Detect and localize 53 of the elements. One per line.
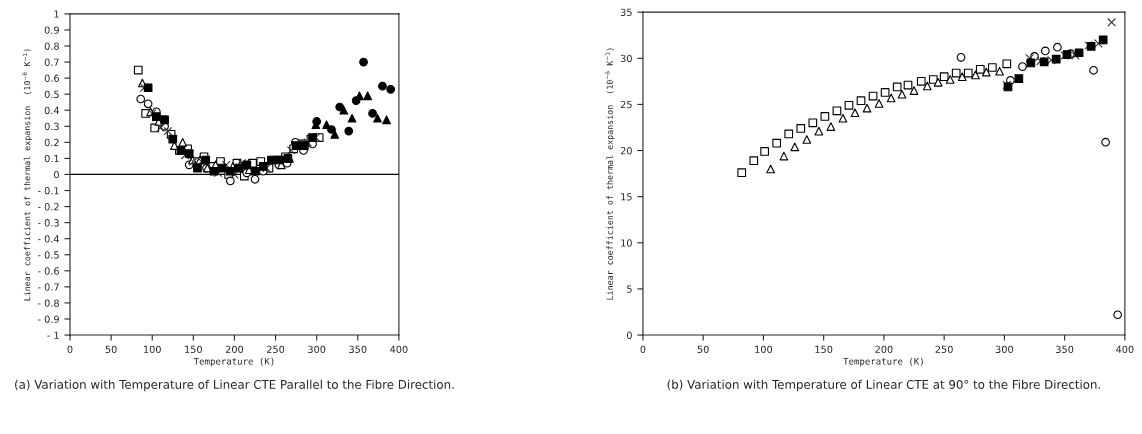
x-tick-label: 400 [1116,345,1134,353]
x-tick-label: 350 [349,345,367,353]
y-axis-title: Linear coefficient of thermal expansion (10$^{−6}$ K$^{−1}$) [22,49,32,301]
y-tick-label: 0.1 [44,154,59,163]
y-axis-title: Linear coefficient of thermal expansion (10$^{−6}$ K$^{−1}$) [605,48,615,300]
y-tick-label: - 0.9 [38,315,59,323]
y-tick-label: - 0.5 [38,251,59,259]
x-tick-label: 0 [67,345,73,353]
x-tick-label: 100 [144,345,161,353]
y-tick-label: - 1 [47,331,59,339]
y-tick-label: 0 [54,170,59,179]
y-tick-label: 10 [621,239,632,247]
y-tick-label: 0.8 [44,42,59,50]
x-tick-label: 50 [697,345,709,353]
y-tick-label: - 0.6 [38,267,59,275]
y-tick-label: 0.9 [44,26,59,34]
y-tick-label: - 0.4 [38,235,60,243]
x-tick-label: 350 [1056,345,1074,353]
y-tick-label: 1 [54,10,59,18]
text: (b) Variation with Temperature of Linear CTE at 90° to the Fibre Direction. [667,379,1100,392]
y-tick-label: 0.2 [44,138,59,147]
y-tick-label: 30 [620,54,632,63]
x-tick-label: 200 [875,345,893,353]
x-tick-label: 300 [308,345,326,353]
y-tick-label: 0 [626,331,632,339]
y-tick-label: 0.5 [44,90,59,99]
y-tick-label: 0.4 [44,106,60,115]
x-tick-label: 250 [935,345,953,353]
x-tick-label: 150 [815,345,833,353]
x-tick-label: 150 [185,345,202,353]
y-tick-label: - 0.2 [38,203,59,211]
y-tick-label: - 0.8 [38,299,59,307]
x-tick-label: 50 [105,345,117,353]
x-axis-title: Temperature (K) [193,357,274,367]
x-tick-label: 400 [390,345,408,353]
x-tick-label: 200 [225,345,244,353]
y-tick-label: 5 [627,285,632,293]
x-tick-label: 300 [995,345,1014,353]
x-axis-title: Temperature (K) [843,357,923,367]
text: (a) Variation with Temperature of Linear CTE Parallel to the Fibre Direction. [15,379,454,392]
y-tick-label: 15 [621,193,632,201]
y-tick-label: 20 [620,147,632,155]
x-tick-label: 250 [267,345,285,353]
x-tick-label: 100 [755,345,773,353]
y-tick-label: 0.3 [44,122,59,131]
y-tick-label: 0.6 [44,74,59,82]
y-tick-label: - 0.1 [38,187,59,195]
x-tick-label: 0 [640,345,646,353]
y-tick-label: 0.7 [44,58,59,66]
y-tick-label: - 0.7 [38,283,59,291]
y-tick-label: - 0.3 [38,219,59,227]
y-tick-label: 35 [620,8,632,16]
y-tick-label: 25 [620,100,632,109]
